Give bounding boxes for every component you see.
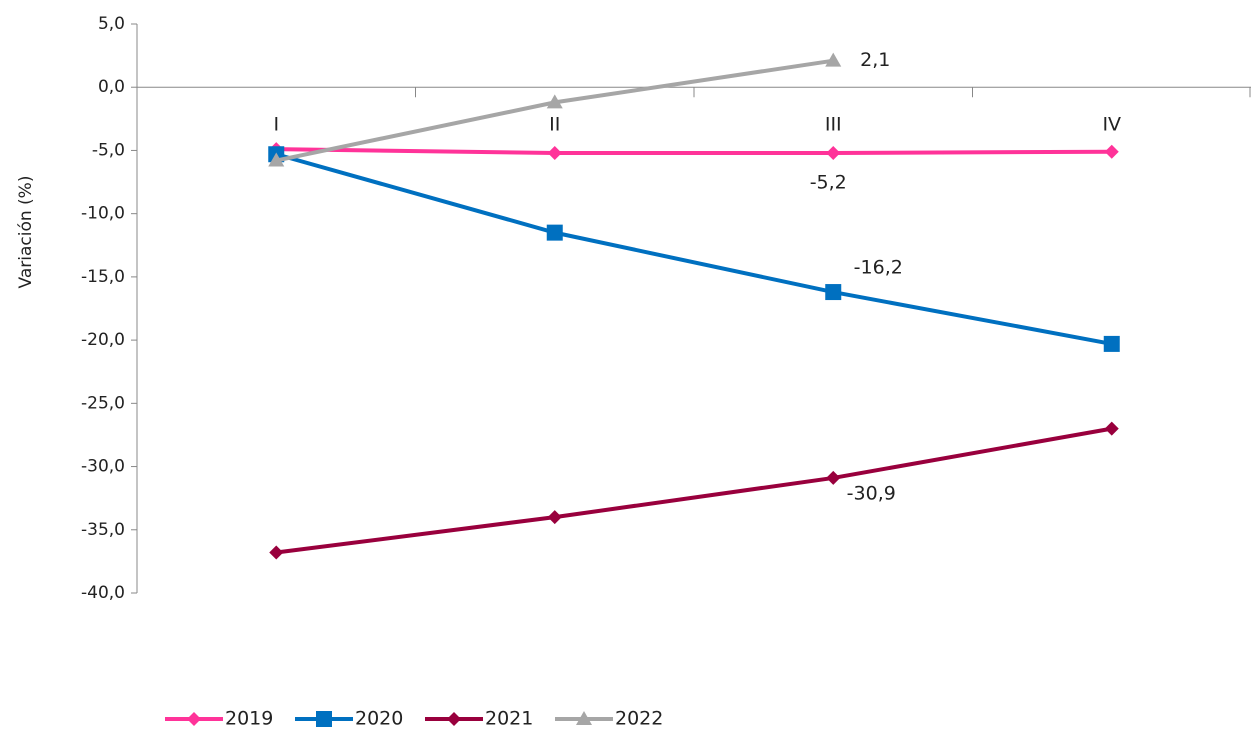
y-tick-label: -15,0 [81, 267, 125, 287]
y-axis-label: Variación (%) [16, 176, 36, 289]
marker [1104, 144, 1119, 159]
series-line [275, 58, 834, 163]
y-tick-label: -20,0 [81, 330, 125, 350]
value-label: -30,9 [847, 482, 896, 504]
value-label: -16,2 [854, 257, 903, 279]
marker [547, 510, 562, 525]
series-line [275, 426, 1113, 555]
series-line [275, 152, 1113, 346]
x-tick-label: III [825, 114, 842, 136]
y-tick-label: -10,0 [81, 204, 125, 224]
marker [547, 145, 562, 160]
marker [826, 470, 841, 485]
y-tick-label: -25,0 [81, 393, 125, 413]
x-tick-label: I [273, 114, 279, 136]
y-tick-label: 0,0 [98, 77, 125, 97]
y-tick-label: -35,0 [81, 520, 125, 540]
marker [447, 712, 461, 726]
legend-label: 2019 [225, 708, 273, 730]
marker [269, 545, 284, 560]
marker [316, 711, 332, 727]
x-tick-label: II [549, 114, 560, 136]
marker [825, 52, 842, 67]
y-tick-label: -5,0 [92, 140, 125, 160]
value-label: 2,1 [860, 49, 890, 71]
marker [1103, 335, 1120, 352]
marker [826, 145, 841, 160]
y-tick-label: -30,0 [81, 457, 125, 477]
legend-label: 2020 [355, 708, 403, 730]
legend-label: 2021 [485, 708, 533, 730]
marker [187, 712, 201, 726]
marker [576, 711, 592, 725]
marker [546, 94, 563, 109]
x-tick-label: IV [1102, 114, 1121, 136]
marker [546, 224, 563, 241]
marker [1104, 421, 1119, 436]
y-tick-label: -40,0 [81, 583, 125, 603]
marker [268, 152, 285, 167]
series-line [276, 147, 1112, 155]
marker [825, 284, 842, 301]
y-tick-label: 5,0 [98, 14, 125, 34]
legend-label: 2022 [615, 708, 663, 730]
value-label: -5,2 [810, 171, 847, 193]
